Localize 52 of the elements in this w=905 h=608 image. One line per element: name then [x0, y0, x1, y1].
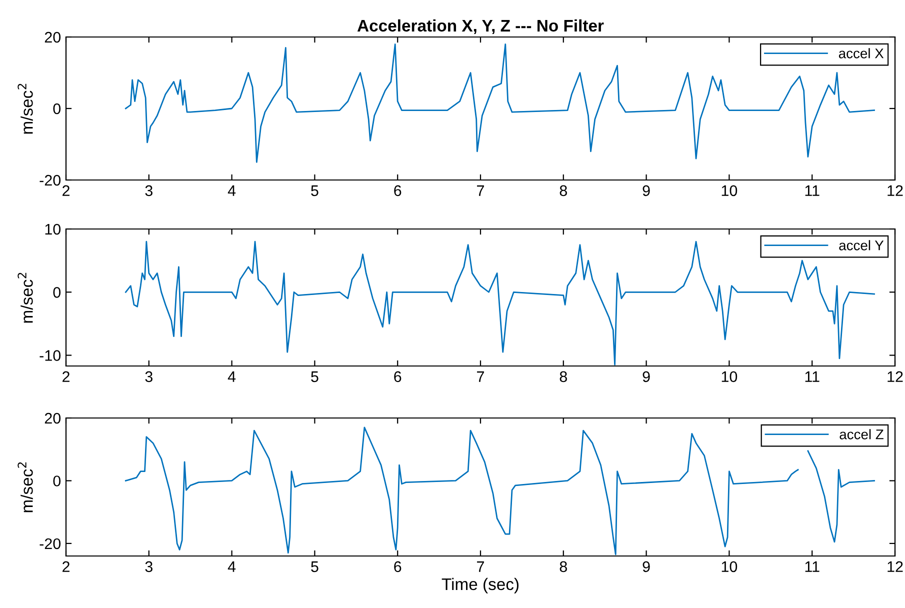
x-tick-label: 8 [560, 371, 567, 382]
legend-label: accel Z [840, 429, 884, 440]
x-tick-label: 8 [560, 561, 567, 572]
x-tick-label: 9 [642, 561, 650, 572]
x-tick-label: 3 [145, 371, 152, 382]
y-axis-title: m/sec$^{2}$ [18, 272, 33, 323]
x-tick-label: 9 [642, 185, 650, 196]
y-axis-title: m/sec$^{2}$ [18, 462, 33, 512]
x-tick-label: 5 [311, 561, 318, 572]
x-tick-label: 3 [145, 185, 152, 196]
x-tick-label: 4 [228, 561, 236, 572]
x-tick-label: 5 [311, 371, 318, 382]
x-axis-title: Time (sec) [442, 578, 519, 594]
x-tick-label: 10 [722, 185, 738, 196]
x-tick-label: 12 [888, 561, 903, 572]
y-tick-label: 0 [53, 476, 61, 486]
x-tick-label: 7 [477, 371, 484, 382]
legend-label: accel Y [839, 240, 884, 250]
line-series [124, 240, 875, 366]
x-tick-label: 11 [805, 561, 820, 572]
x-tick-label: 4 [228, 371, 236, 382]
y-axis-title: m/sec$^{2}$ [18, 84, 33, 134]
y-tick-label: 20 [44, 32, 61, 43]
x-tick-label: 10 [722, 561, 738, 572]
x-tick-label: 2 [62, 185, 70, 196]
y-tick-label: 10 [45, 224, 61, 235]
x-tick-label: 6 [394, 371, 402, 382]
legend-label: accel X [838, 48, 884, 58]
x-tick-label: 12 [888, 371, 903, 382]
x-tick-label: 12 [888, 185, 903, 196]
x-tick-label: 8 [560, 185, 567, 196]
x-tick-label: 9 [642, 371, 650, 382]
x-tick-label: 11 [805, 371, 820, 382]
y-tick-label: 0 [53, 287, 61, 298]
x-tick-label: 7 [477, 561, 484, 572]
y-tick-label: 20 [44, 412, 61, 424]
y-tick-label: -20 [40, 538, 61, 550]
y-tick-label: -20 [40, 174, 61, 186]
x-tick-label: 5 [311, 185, 318, 196]
x-tick-label: 11 [805, 185, 820, 196]
chart-title: Acceleration X, Y, Z --- No Filter [357, 19, 604, 34]
x-tick-label: 2 [62, 371, 70, 382]
x-tick-label: 3 [145, 561, 152, 572]
x-tick-label: 6 [394, 185, 402, 196]
line-series [124, 43, 875, 163]
x-tick-label: 4 [228, 185, 236, 196]
y-tick-label: -10 [40, 350, 61, 361]
x-tick-label: 10 [722, 371, 738, 382]
x-tick-label: 2 [62, 561, 70, 572]
y-tick-label: 0 [53, 103, 61, 114]
x-tick-label: 7 [477, 185, 484, 196]
x-tick-label: 6 [394, 561, 402, 572]
